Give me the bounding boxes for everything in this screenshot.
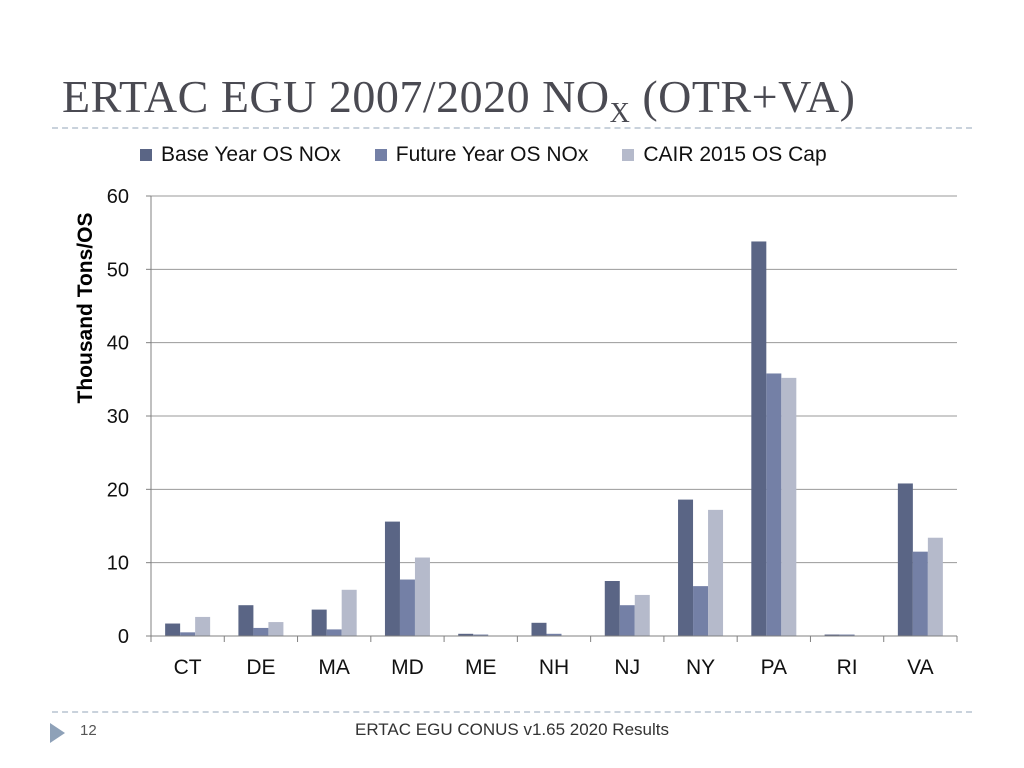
bar-ny-series-0 bbox=[678, 499, 694, 636]
bar-de-series-2 bbox=[268, 622, 284, 636]
bar-va-series-2 bbox=[927, 537, 943, 636]
y-tick-label-40: 40 bbox=[107, 333, 129, 355]
legend-label-future: Future Year OS NOx bbox=[395, 143, 589, 166]
legend-item-cap: CAIR 2015 OS Cap bbox=[622, 143, 827, 167]
bar-ma-series-2 bbox=[341, 589, 357, 636]
bar-me-series-0 bbox=[458, 633, 474, 636]
x-tick-label-md: MD bbox=[391, 656, 424, 679]
bar-va-series-1 bbox=[912, 551, 928, 636]
y-tick-label-50: 50 bbox=[107, 259, 129, 281]
bar-de-series-0 bbox=[238, 605, 254, 636]
x-tick-label-nh: NH bbox=[539, 656, 569, 679]
bar-md-series-0 bbox=[384, 521, 400, 636]
bar-ma-series-0 bbox=[311, 609, 327, 636]
bar-nj-series-1 bbox=[619, 605, 635, 636]
bar-ny-series-1 bbox=[693, 586, 709, 636]
x-tick-label-ri: RI bbox=[837, 656, 858, 679]
chart-legend: Base Year OS NOx Future Year OS NOx CAIR… bbox=[140, 143, 940, 167]
y-tick-label-30: 30 bbox=[107, 406, 129, 428]
bar-ri-series-0 bbox=[824, 634, 840, 636]
chart-labels: 0 10 20 30 40 50 60 CT DE MA MD ME NH NJ NY PA RI VA Thous… bbox=[74, 186, 934, 679]
bar-nh-series-1 bbox=[546, 633, 562, 636]
y-axis-label: Thousand Tons/OS bbox=[74, 213, 97, 404]
bar-ri-series-1 bbox=[839, 634, 855, 636]
bar-pa-series-0 bbox=[751, 241, 767, 636]
bar-nj-series-0 bbox=[604, 581, 620, 636]
y-tick-label-10: 10 bbox=[107, 553, 129, 575]
x-tick-label-ny: NY bbox=[686, 656, 715, 679]
bar-ny-series-2 bbox=[708, 509, 724, 636]
bar-ct-series-1 bbox=[180, 632, 196, 636]
x-tick-label-ct: CT bbox=[174, 656, 202, 679]
legend-swatch-base bbox=[140, 149, 152, 161]
bar-md-series-2 bbox=[414, 557, 430, 636]
chart-bars bbox=[165, 241, 943, 636]
x-tick-label-va: VA bbox=[907, 656, 933, 679]
y-tick-label-20: 20 bbox=[107, 479, 129, 501]
x-tick-label-ma: MA bbox=[318, 656, 350, 679]
chart-axes bbox=[146, 195, 958, 642]
chart-gridlines bbox=[151, 195, 957, 564]
bar-ma-series-1 bbox=[326, 629, 342, 636]
next-arrow-icon bbox=[50, 723, 65, 743]
bar-de-series-1 bbox=[253, 627, 269, 636]
legend-item-base: Base Year OS NOx bbox=[140, 143, 341, 167]
x-tick-label-pa: PA bbox=[761, 656, 787, 679]
legend-swatch-cap bbox=[622, 149, 635, 161]
bar-va-series-0 bbox=[897, 483, 913, 636]
bar-md-series-1 bbox=[399, 579, 415, 636]
title-divider bbox=[52, 127, 972, 129]
slide-title: ERTAC EGU 2007/2020 NOX (OTR+VA) bbox=[62, 70, 855, 130]
x-tick-label-nj: NJ bbox=[614, 656, 640, 679]
bar-nj-series-2 bbox=[634, 594, 650, 636]
bar-ct-series-2 bbox=[195, 616, 211, 636]
slide-title-subscript: X bbox=[609, 98, 631, 129]
slide-title-main: ERTAC EGU 2007/2020 NO bbox=[62, 71, 610, 122]
footer-divider bbox=[52, 711, 972, 713]
legend-label-base: Base Year OS NOx bbox=[161, 143, 341, 166]
slide-title-tail: (OTR+VA) bbox=[630, 71, 856, 122]
page-number: 12 bbox=[80, 722, 97, 739]
bar-nh-series-0 bbox=[531, 622, 547, 636]
footer-text: ERTAC EGU CONUS v1.65 2020 Results bbox=[355, 720, 669, 739]
y-tick-label-0: 0 bbox=[118, 626, 129, 648]
y-tick-label-60: 60 bbox=[107, 186, 129, 208]
bar-ct-series-0 bbox=[165, 623, 181, 636]
legend-item-future: Future Year OS NOx bbox=[374, 143, 589, 167]
legend-swatch-future bbox=[374, 149, 387, 161]
legend-label-cap: CAIR 2015 OS Cap bbox=[643, 143, 827, 166]
x-tick-label-de: DE bbox=[246, 656, 275, 679]
bar-pa-series-2 bbox=[781, 377, 797, 636]
bar-pa-series-1 bbox=[766, 373, 782, 636]
x-tick-label-me: ME bbox=[465, 656, 497, 679]
bar-me-series-1 bbox=[473, 634, 489, 636]
